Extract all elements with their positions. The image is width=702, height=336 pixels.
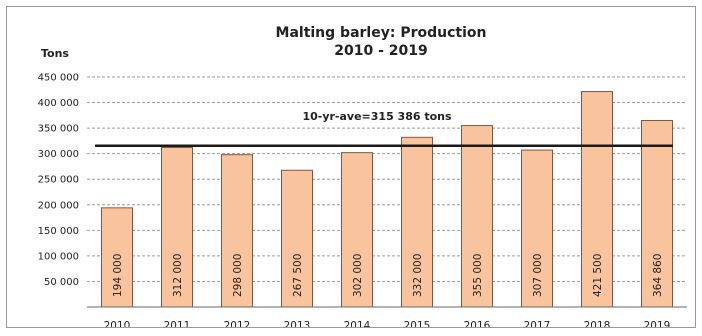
data-label-2011: 312 000 xyxy=(172,254,184,297)
data-label-2012: 298 000 xyxy=(232,254,244,297)
chart-frame: 194 000 312 000 298 000 267 500 302 000 332 0… xyxy=(6,6,696,328)
bar-2018 xyxy=(581,91,613,308)
data-label-2017: 307 000 xyxy=(532,254,544,297)
chart-title-line-1: Malting barley: Production xyxy=(276,25,487,41)
x-tick-label: 2011 xyxy=(164,320,191,327)
data-label-2018: 421 500 xyxy=(592,254,604,297)
chart-svg: 194 000 312 000 298 000 267 500 302 000 332 0… xyxy=(38,25,687,327)
data-label-2015: 332 000 xyxy=(412,254,424,297)
y-tick-label: 350 000 xyxy=(38,124,79,135)
x-tick-label: 2012 xyxy=(224,320,251,327)
x-tick-label: 2016 xyxy=(464,320,491,327)
x-tick-label: 2013 xyxy=(284,320,311,327)
y-tick-label: 300 000 xyxy=(38,149,79,160)
bar-2016 xyxy=(461,125,493,308)
data-label-2014: 302 000 xyxy=(352,254,364,297)
labels-layer: 194 000 312 000 298 000 267 500 302 000 332 0… xyxy=(95,144,673,297)
data-label-2010: 194 000 xyxy=(112,254,124,297)
x-tick-label: 2015 xyxy=(404,320,431,327)
bar-2015 xyxy=(401,136,433,308)
x-tick-label: 2019 xyxy=(644,320,671,327)
y-tick-label: 100 000 xyxy=(38,251,79,262)
bar-2010 xyxy=(101,207,133,308)
average-annotation: 10-yr-ave=315 386 tons xyxy=(302,110,452,123)
data-label-2013: 267 500 xyxy=(292,254,304,297)
x-tick-label: 2018 xyxy=(584,320,611,327)
data-label-2019: 364 860 xyxy=(652,254,664,297)
x-tick-label: 2010 xyxy=(104,320,131,327)
x-tick-label: 2017 xyxy=(524,320,551,327)
y-tick-label: 50 000 xyxy=(44,277,79,288)
chart-title-line-2: 2010 - 2019 xyxy=(334,43,428,59)
bar-2017 xyxy=(521,149,553,308)
y-tick-label: 400 000 xyxy=(38,98,79,109)
y-axis-label: Tons xyxy=(41,47,69,60)
data-label-2016: 355 000 xyxy=(472,254,484,297)
y-tick-label: 250 000 xyxy=(38,175,79,186)
y-tick-label: 150 000 xyxy=(38,226,79,237)
y-tick-label: 450 000 xyxy=(38,73,79,84)
y-tick-label: 200 000 xyxy=(38,200,79,211)
bars-layer xyxy=(101,91,673,308)
axis-layer: 50 000 100 000 150 000 200 000 250 000 300 00… xyxy=(38,73,687,327)
x-tick-label: 2014 xyxy=(344,320,371,327)
